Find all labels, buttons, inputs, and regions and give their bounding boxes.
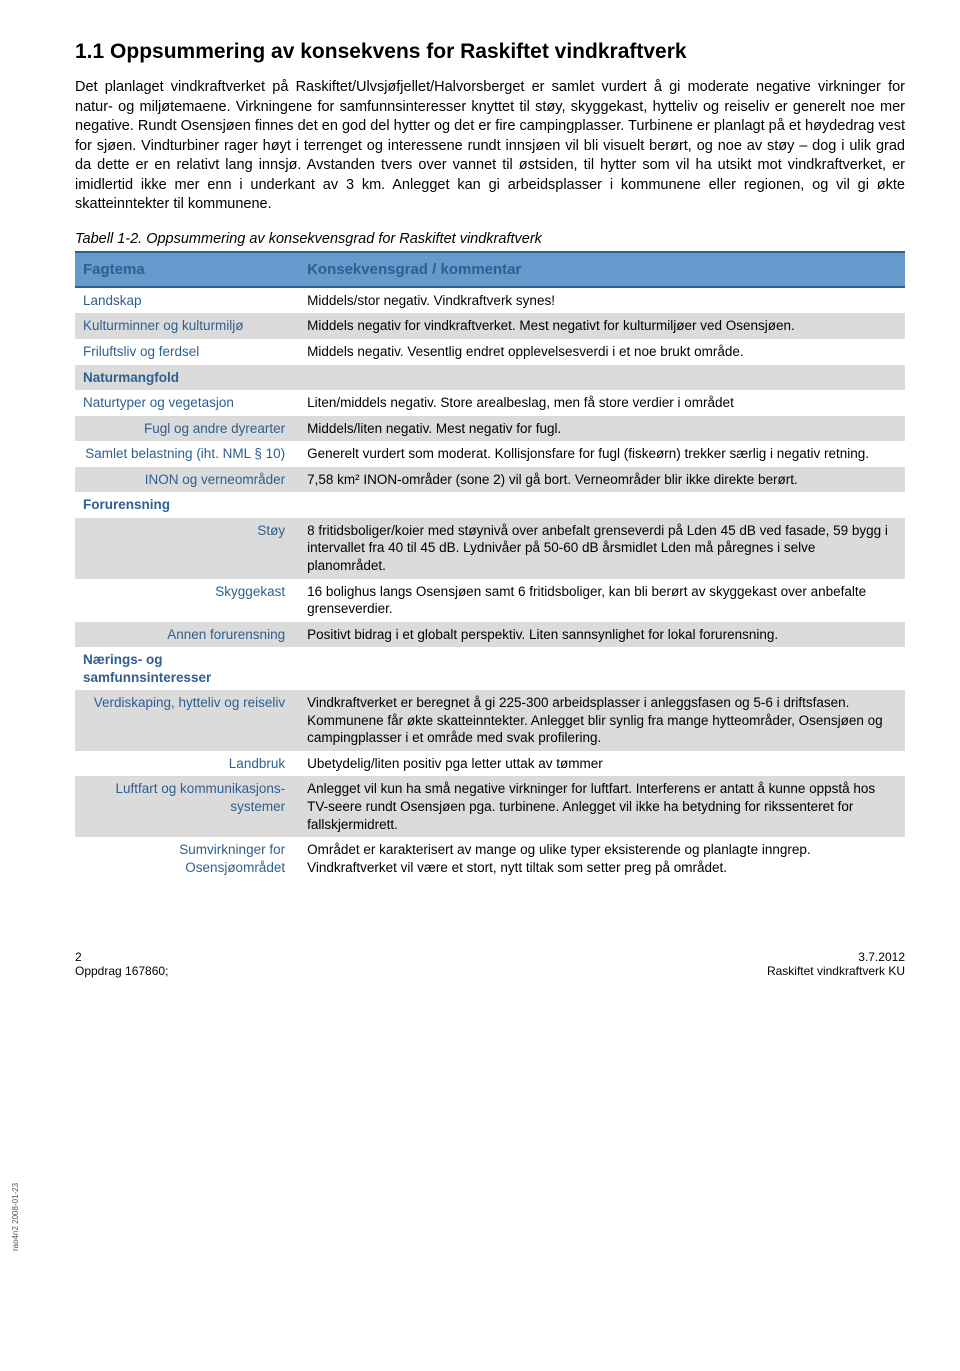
table-row: Verdiskaping, hytteliv og reiselivVindkr…	[75, 690, 905, 751]
table-row: Friluftsliv og ferdselMiddels negativ. V…	[75, 339, 905, 365]
table-row: Samlet belastning (iht. NML § 10)Generel…	[75, 441, 905, 467]
table-row: Naturtyper og vegetasjonLiten/middels ne…	[75, 390, 905, 416]
table-cell-topic: Samlet belastning (iht. NML § 10)	[75, 441, 299, 467]
table-cell-comment: Positivt bidrag i et globalt perspektiv.…	[299, 622, 905, 648]
section-heading: 1.1 Oppsummering av konsekvens for Raski…	[75, 40, 905, 64]
table-cell-topic: INON og verneområder	[75, 467, 299, 493]
table-cell-topic: Forurensning	[75, 492, 299, 518]
table-cell-comment: Vindkraftverket er beregnet å gi 225-300…	[299, 690, 905, 751]
intro-paragraph: Det planlaget vindkraftverket på Raskift…	[75, 78, 905, 215]
table-row: LandbrukUbetydelig/liten positiv pga let…	[75, 751, 905, 777]
table-cell-comment: Anlegget vil kun ha små negative virknin…	[299, 776, 905, 837]
table-cell-comment: 16 bolighus langs Osensjøen samt 6 friti…	[299, 579, 905, 622]
table-header-col2: Konsekvensgrad / kommentar	[299, 252, 905, 287]
table-cell-comment	[299, 647, 905, 690]
table-row: Skyggekast16 bolighus langs Osensjøen sa…	[75, 579, 905, 622]
footer-oppdrag: Oppdrag 167860;	[75, 964, 168, 978]
table-row: LandskapMiddels/stor negativ. Vindkraftv…	[75, 287, 905, 314]
table-cell-comment	[299, 365, 905, 391]
table-row: Støy8 fritidsboliger/koier med støynivå …	[75, 518, 905, 579]
table-row: INON og verneområder7,58 km² INON-område…	[75, 467, 905, 493]
table-cell-topic: Landbruk	[75, 751, 299, 777]
table-header-col1: Fagtema	[75, 252, 299, 287]
table-cell-comment: Middels/liten negativ. Mest negativ for …	[299, 416, 905, 442]
page-number: 2	[75, 950, 168, 964]
table-caption: Tabell 1-2. Oppsummering av konsekvensgr…	[75, 231, 905, 247]
table-row: Naturmangfold	[75, 365, 905, 391]
table-row: Fugl og andre dyrearterMiddels/liten neg…	[75, 416, 905, 442]
table-cell-topic: Nærings- og samfunnsinteresser	[75, 647, 299, 690]
table-cell-topic: Støy	[75, 518, 299, 579]
table-cell-comment: Generelt vurdert som moderat. Kollisjons…	[299, 441, 905, 467]
table-cell-topic: Luftfart og kommunikasjons-systemer	[75, 776, 299, 837]
table-cell-topic: Naturmangfold	[75, 365, 299, 391]
table-cell-topic: Friluftsliv og ferdsel	[75, 339, 299, 365]
table-cell-comment: Området er karakterisert av mange og uli…	[299, 837, 905, 880]
table-cell-topic: Landskap	[75, 287, 299, 314]
table-cell-comment: Middels negativ. Vesentlig endret opplev…	[299, 339, 905, 365]
page-footer: 2 Oppdrag 167860; 3.7.2012 Raskiftet vin…	[75, 950, 905, 978]
table-row: Forurensning	[75, 492, 905, 518]
footer-date: 3.7.2012	[767, 950, 905, 964]
footer-project: Raskiftet vindkraftverk KU	[767, 964, 905, 978]
table-row: Annen forurensningPositivt bidrag i et g…	[75, 622, 905, 648]
table-cell-comment: 8 fritidsboliger/koier med støynivå over…	[299, 518, 905, 579]
table-cell-topic: Fugl og andre dyrearter	[75, 416, 299, 442]
table-cell-comment: 7,58 km² INON-områder (sone 2) vil gå bo…	[299, 467, 905, 493]
table-cell-topic: Verdiskaping, hytteliv og reiseliv	[75, 690, 299, 751]
table-cell-comment: Middels/stor negativ. Vindkraftverk syne…	[299, 287, 905, 314]
side-rotated-text: rao4n2 2008-01-23	[11, 1183, 20, 1251]
table-row: Luftfart og kommunikasjons-systemerAnleg…	[75, 776, 905, 837]
table-cell-topic: Kulturminner og kulturmiljø	[75, 313, 299, 339]
table-row: Nærings- og samfunnsinteresser	[75, 647, 905, 690]
table-row: Sumvirkninger for OsensjøområdetOmrådet …	[75, 837, 905, 880]
table-cell-topic: Annen forurensning	[75, 622, 299, 648]
table-cell-topic: Skyggekast	[75, 579, 299, 622]
table-row: Kulturminner og kulturmiljøMiddels negat…	[75, 313, 905, 339]
table-cell-topic: Sumvirkninger for Osensjøområdet	[75, 837, 299, 880]
table-cell-comment	[299, 492, 905, 518]
table-cell-topic: Naturtyper og vegetasjon	[75, 390, 299, 416]
table-cell-comment: Liten/middels negativ. Store arealbeslag…	[299, 390, 905, 416]
consequence-table: Fagtema Konsekvensgrad / kommentar Lands…	[75, 251, 905, 880]
table-cell-comment: Ubetydelig/liten positiv pga letter utta…	[299, 751, 905, 777]
table-cell-comment: Middels negativ for vindkraftverket. Mes…	[299, 313, 905, 339]
